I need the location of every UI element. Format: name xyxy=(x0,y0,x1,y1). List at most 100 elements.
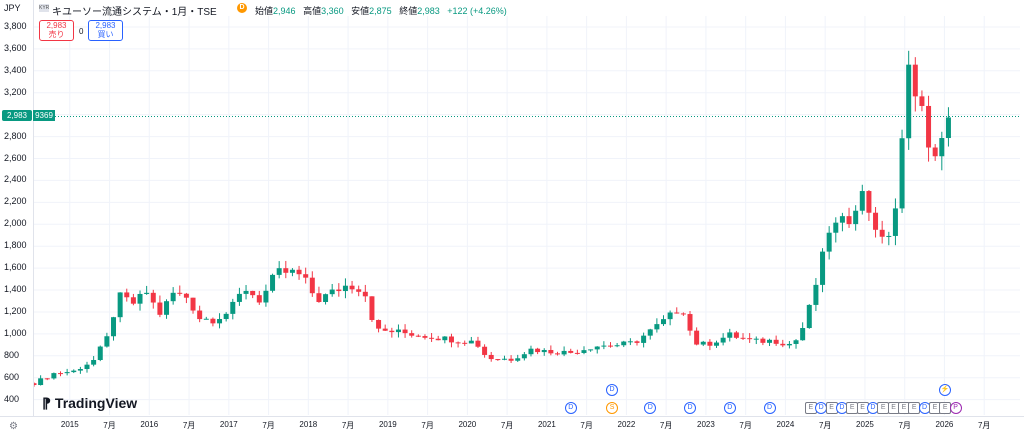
candle xyxy=(349,285,355,290)
candle xyxy=(806,304,812,329)
time-tick-label: 7月 xyxy=(659,421,673,430)
dividend-marker[interactable]: D xyxy=(815,402,828,414)
candle xyxy=(535,348,541,353)
candle xyxy=(813,284,819,305)
candle xyxy=(91,359,97,365)
last-price-label: 2,983 xyxy=(2,110,32,121)
earnings-marker[interactable]: E xyxy=(825,402,838,414)
candle xyxy=(455,342,461,344)
candle xyxy=(316,293,322,302)
candle xyxy=(839,216,845,223)
dividend-marker[interactable]: D xyxy=(606,384,619,396)
dividend-marker[interactable]: D xyxy=(723,402,736,414)
candle xyxy=(210,318,216,324)
candle xyxy=(581,350,587,353)
candle xyxy=(833,222,839,233)
price-tick-label: 2,200 xyxy=(4,196,27,207)
candle xyxy=(899,138,905,209)
symbol-title[interactable]: キユーソー流通システム・1月・TSE xyxy=(52,7,217,18)
candle xyxy=(826,232,832,252)
candle xyxy=(574,352,580,354)
candle xyxy=(230,301,236,314)
candle xyxy=(111,317,117,337)
candle xyxy=(51,373,57,379)
candle xyxy=(482,346,488,355)
buy-button[interactable]: 2,983 買い xyxy=(88,20,123,41)
candle xyxy=(183,293,189,298)
dividend-marker[interactable]: D xyxy=(564,402,577,414)
candle xyxy=(945,117,951,139)
candle xyxy=(654,324,660,330)
candle xyxy=(462,342,468,344)
split-marker[interactable]: S xyxy=(606,402,619,414)
earnings-marker[interactable]: E xyxy=(897,402,910,414)
price-tick-label: 1,600 xyxy=(4,262,27,273)
candle xyxy=(395,329,401,333)
price-tick-label: 3,400 xyxy=(4,64,27,75)
candle xyxy=(687,314,693,331)
time-tick-label: 7月 xyxy=(262,421,275,430)
candle xyxy=(932,147,938,157)
candle xyxy=(501,358,507,360)
candle xyxy=(84,364,90,370)
price-tick-label: 1,800 xyxy=(4,240,27,251)
candle xyxy=(329,289,335,295)
tradingview-logo[interactable]: ⁋ TradingView xyxy=(42,395,138,411)
candle xyxy=(442,336,448,341)
time-tick-label: 2017 xyxy=(219,420,238,429)
candle xyxy=(31,383,37,386)
candle xyxy=(694,330,700,345)
news-flash-icon[interactable]: ⚡ xyxy=(939,384,952,396)
price-tick-label: 1,400 xyxy=(4,284,27,295)
dividend-marker[interactable]: D xyxy=(763,402,776,414)
candle xyxy=(515,358,521,361)
time-axis[interactable] xyxy=(0,416,1024,435)
time-tick-label: 2018 xyxy=(299,420,318,429)
candle xyxy=(786,343,792,346)
candle xyxy=(177,292,183,294)
settings-gear-icon[interactable]: ⚙ xyxy=(9,421,18,432)
candle xyxy=(77,369,83,371)
price-tick-label: 1,000 xyxy=(4,327,27,338)
time-tick-label: 7月 xyxy=(103,421,116,430)
candle xyxy=(568,350,574,353)
candle xyxy=(554,353,560,355)
time-tick-label: 2016 xyxy=(140,420,159,429)
candle xyxy=(150,292,156,303)
price-tick-label: 3,800 xyxy=(4,20,27,31)
currency-label[interactable]: JPY xyxy=(4,3,21,13)
candle xyxy=(495,359,501,361)
time-tick-label: 2019 xyxy=(378,420,397,429)
dividend-icon[interactable]: D xyxy=(237,3,247,13)
candle xyxy=(707,341,713,346)
candle xyxy=(700,341,706,345)
candle xyxy=(58,373,64,375)
candle xyxy=(780,343,786,346)
candle xyxy=(773,339,779,344)
upcoming-earnings-marker[interactable]: P xyxy=(949,402,962,414)
candle xyxy=(137,293,143,304)
candle xyxy=(853,210,859,225)
price-axis[interactable] xyxy=(0,0,34,416)
candle xyxy=(892,208,898,236)
candle xyxy=(647,329,653,336)
candle xyxy=(217,319,223,324)
candle xyxy=(926,105,932,148)
tradingview-mark-icon: ⁋ xyxy=(42,395,51,411)
candle xyxy=(594,346,600,350)
dividend-marker[interactable]: D xyxy=(644,402,657,414)
time-tick-label: 2023 xyxy=(697,420,715,429)
candle xyxy=(714,342,720,346)
candle xyxy=(667,312,673,320)
candle xyxy=(767,339,773,343)
sell-button[interactable]: 2,983 売り xyxy=(39,20,74,41)
candle xyxy=(621,341,627,346)
dividend-marker[interactable]: D xyxy=(684,402,696,414)
candle xyxy=(323,294,329,302)
price-tick-label: 2,400 xyxy=(4,174,27,185)
time-tick-label: 7月 xyxy=(977,421,991,430)
candle xyxy=(38,378,44,386)
candle xyxy=(223,313,229,320)
company-logo: KYR xyxy=(39,4,50,12)
